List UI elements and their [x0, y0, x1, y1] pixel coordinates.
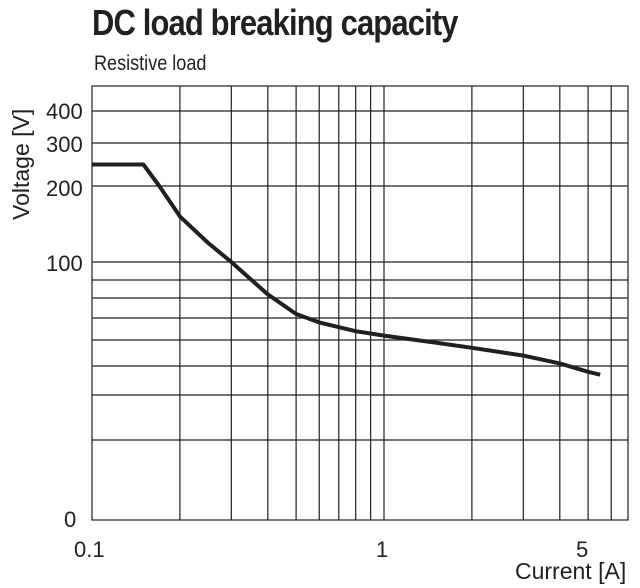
x-axis-label: Current [A]	[515, 558, 626, 584]
chart-subtitle: Resistive load	[94, 52, 207, 75]
y-tick-label-200: 200	[46, 176, 83, 201]
chart-title: DC load breaking capacity	[92, 2, 458, 43]
horizontal-gridlines	[92, 110, 628, 441]
y-tick-label-300: 300	[46, 132, 83, 157]
x-tick-label-1: 1	[376, 537, 388, 562]
y-axis-label: Voltage [V]	[8, 109, 34, 220]
breaking-capacity-curve	[92, 162, 601, 377]
plot-frame	[91, 85, 629, 521]
x-tick-label-5: 5	[576, 537, 588, 562]
y-tick-label-0: 0	[64, 507, 76, 532]
y-tick-label-100: 100	[46, 251, 83, 276]
vertical-gridlines	[179, 86, 612, 520]
y-tick-label-400: 400	[46, 99, 83, 124]
x-tick-label-0-1: 0.1	[74, 537, 105, 562]
